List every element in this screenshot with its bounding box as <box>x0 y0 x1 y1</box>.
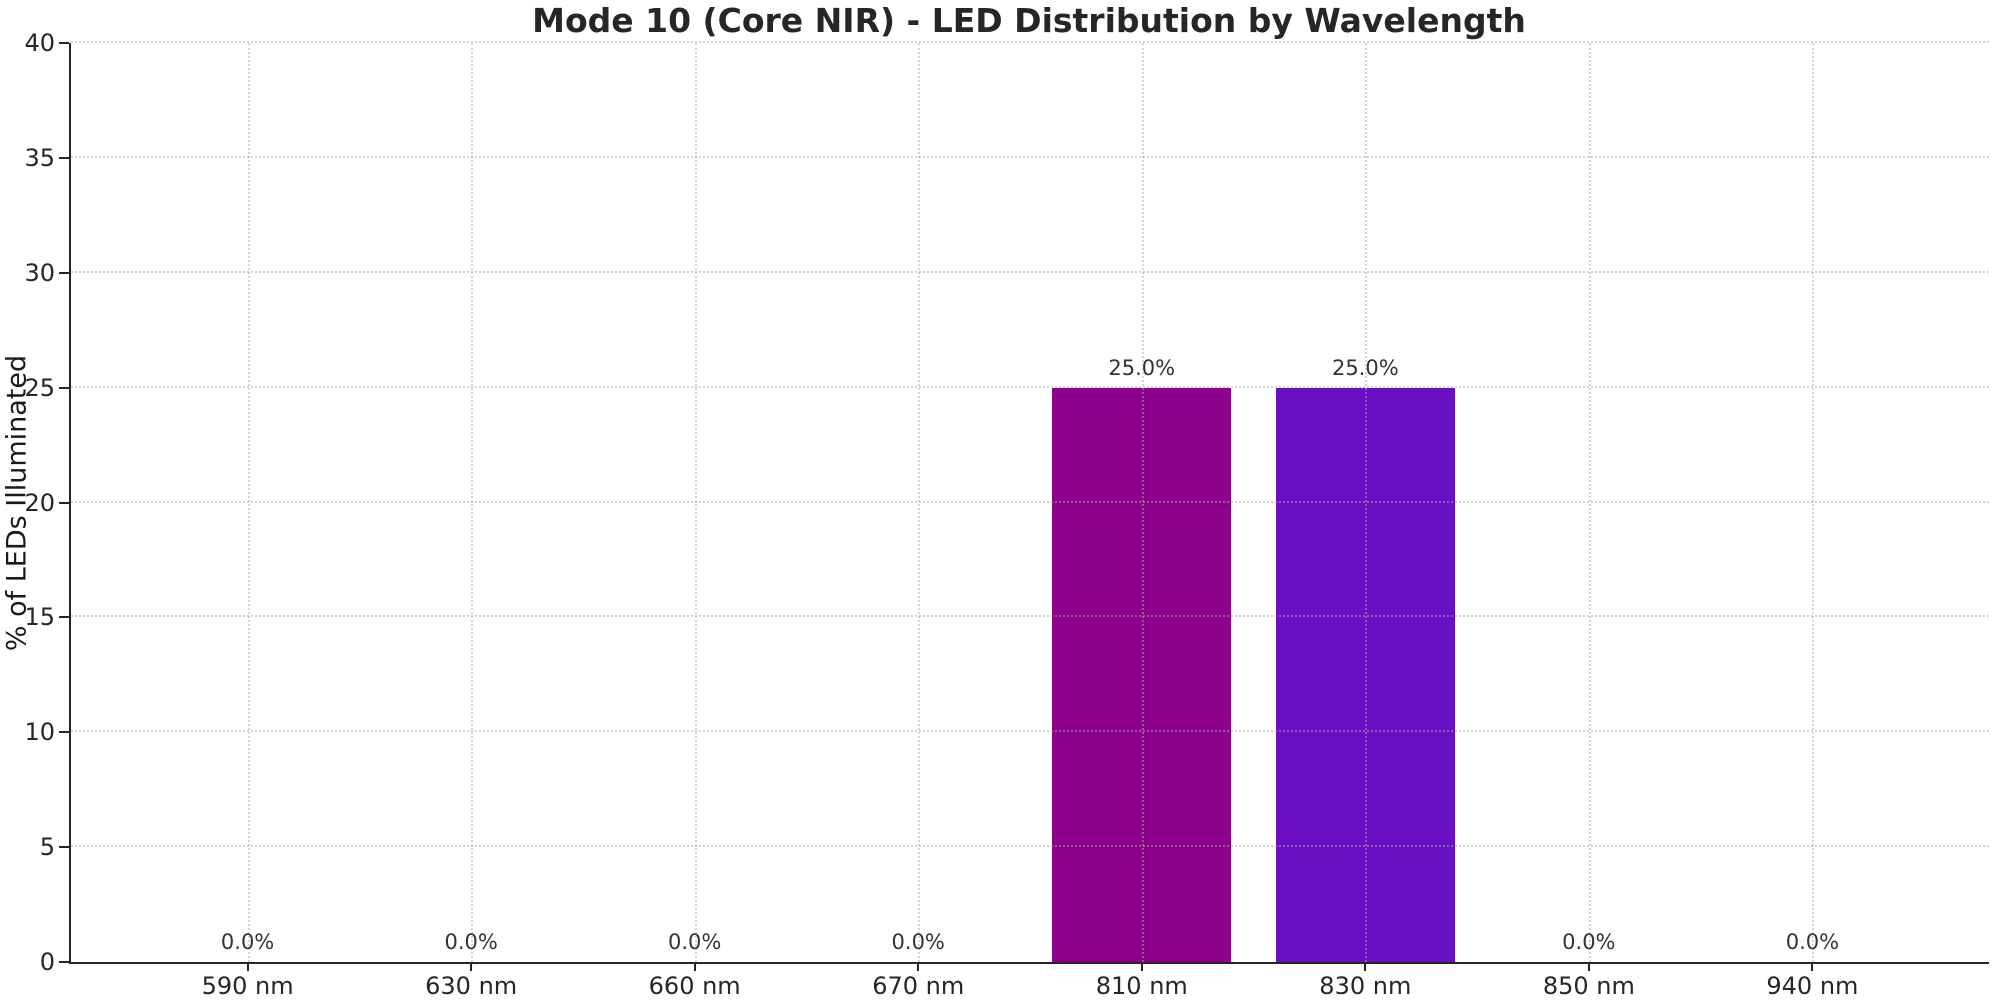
vertical-gridline <box>471 43 474 962</box>
horizontal-gridline <box>71 500 1989 503</box>
bar-value-label: 0.0% <box>1785 930 1840 954</box>
bar-value-label: 25.0% <box>1108 355 1176 380</box>
y-tick-mark <box>59 501 69 504</box>
y-tick-mark <box>59 386 69 389</box>
x-tick-label: 830 nm <box>1319 972 1412 1000</box>
horizontal-gridline <box>71 385 1989 388</box>
horizontal-gridline <box>71 845 1989 848</box>
x-tick-mark <box>917 962 920 971</box>
vertical-gridline <box>694 43 697 962</box>
chart-title: Mode 10 (Core NIR) - LED Distribution by… <box>532 1 1526 40</box>
y-tick-mark <box>59 616 69 619</box>
y-tick-label: 10 <box>24 718 55 747</box>
vertical-gridline <box>1812 43 1815 962</box>
horizontal-gridline <box>71 41 1989 43</box>
y-tick-mark <box>59 731 69 734</box>
x-tick-label: 670 nm <box>872 972 965 1000</box>
y-tick-mark <box>59 42 69 44</box>
y-tick-label: 20 <box>24 488 55 517</box>
y-tick-mark <box>59 156 69 159</box>
bar-value-label: 0.0% <box>667 930 722 954</box>
x-tick-label: 940 nm <box>1766 972 1859 1000</box>
x-tick-mark <box>1140 962 1143 971</box>
x-tick-label: 810 nm <box>1095 972 1188 1000</box>
bar-value-label: 25.0% <box>1331 355 1399 380</box>
x-tick-mark <box>1811 962 1814 971</box>
y-tick-label: 40 <box>24 29 55 57</box>
y-tick-mark <box>59 961 69 963</box>
x-tick-mark <box>693 962 696 971</box>
y-tick-label: 5 <box>39 833 55 862</box>
horizontal-gridline <box>71 270 1989 273</box>
bar <box>1052 387 1232 962</box>
vertical-gridline <box>247 43 250 962</box>
x-tick-mark <box>470 962 473 971</box>
x-tick-label: 850 nm <box>1542 972 1635 1000</box>
y-tick-label: 0 <box>39 948 55 976</box>
y-tick-mark <box>59 846 69 849</box>
x-tick-mark <box>1587 962 1590 971</box>
bar-value-label: 0.0% <box>444 930 498 954</box>
y-tick-label: 35 <box>24 143 55 172</box>
vertical-gridline <box>1588 43 1591 962</box>
x-tick-label: 630 nm <box>425 972 518 1000</box>
bar-value-label: 0.0% <box>891 930 945 954</box>
vertical-gridline <box>918 43 921 962</box>
y-tick-mark <box>59 271 69 274</box>
bar-value-label: 0.0% <box>1562 930 1616 954</box>
y-tick-label: 25 <box>24 373 55 402</box>
y-tick-label: 15 <box>24 603 55 632</box>
x-tick-label: 590 nm <box>201 972 294 1000</box>
horizontal-gridline <box>71 615 1989 618</box>
bar <box>1275 387 1455 962</box>
horizontal-gridline <box>71 155 1989 158</box>
plot-area: 0 5 10 15 20 25 30 35 40 590 nm 0.0% 630 nm 0.0% 660 … <box>24 29 1989 1000</box>
bar-value-label: 0.0% <box>220 930 275 954</box>
y-tick-label: 30 <box>24 258 55 287</box>
x-tick-mark <box>246 962 249 971</box>
x-tick-label: 660 nm <box>648 972 741 1000</box>
horizontal-gridline <box>71 730 1989 733</box>
x-tick-mark <box>1364 962 1367 971</box>
